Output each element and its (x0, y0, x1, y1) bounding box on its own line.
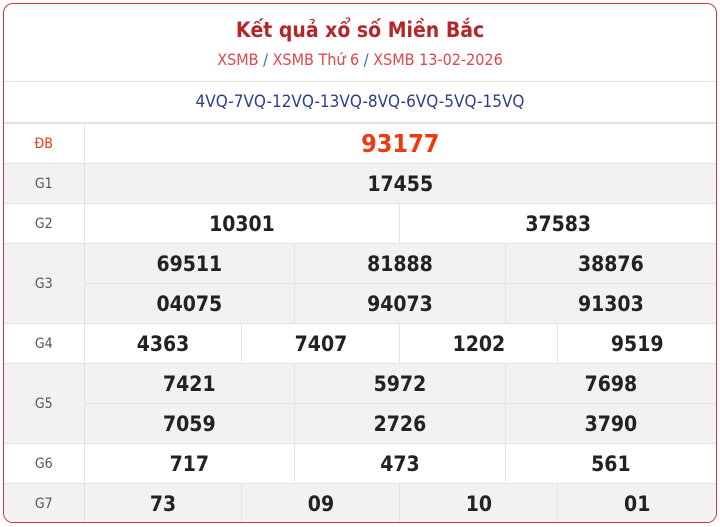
prize-row-g3: 04075 94073 91303 (4, 283, 716, 324)
prize-number: 81888 (294, 243, 506, 284)
breadcrumb-separator: / (263, 50, 268, 69)
prize-row-db: ĐB 93177 (4, 123, 716, 164)
prize-number: 93177 (83, 123, 716, 164)
prize-number: 73 (83, 483, 243, 522)
prize-number: 01 (557, 483, 716, 522)
breadcrumb-xsmb-thu6[interactable]: XSMB Thứ 6 (272, 50, 360, 69)
prize-number: 717 (83, 443, 296, 484)
prize-row-g4: G4 4363 7407 1202 9519 (4, 323, 716, 364)
prize-number: 91303 (504, 283, 716, 324)
prize-number: 04075 (84, 283, 296, 324)
prize-number: 9519 (557, 323, 716, 364)
prize-number: 4363 (83, 323, 243, 364)
breadcrumb-xsmb[interactable]: XSMB (217, 50, 259, 69)
prize-number: 38876 (504, 243, 716, 284)
prize-row-g6: G6 717 473 561 (4, 443, 716, 484)
prize-number: 10301 (83, 203, 401, 244)
page-title: Kết quả xổ số Miền Bắc (235, 18, 485, 42)
prize-label: G7 (4, 483, 85, 522)
prize-number: 69511 (83, 243, 296, 284)
prize-number: 37583 (399, 203, 716, 244)
prize-label: G1 (4, 163, 85, 204)
prize-number: 7698 (504, 363, 716, 404)
prize-number: 7407 (241, 323, 401, 364)
prize-number: 5972 (294, 363, 506, 404)
prize-label: G5 (4, 363, 85, 444)
prize-label: G2 (4, 203, 85, 244)
prize-row-g5: G5 7421 5972 7698 (4, 363, 716, 444)
breadcrumb: XSMB / XSMB Thứ 6 / XSMB 13-02-2026 (4, 50, 716, 70)
header: Kết quả xổ số Miền Bắc XSMB / XSMB Thứ 6… (4, 4, 716, 82)
breadcrumb-xsmb-date[interactable]: XSMB 13-02-2026 (373, 50, 503, 69)
prize-number: 7059 (84, 403, 296, 444)
prize-number: 17455 (83, 163, 716, 204)
prize-number: 2726 (294, 403, 506, 444)
prize-number: 7421 (83, 363, 296, 404)
prize-label: G3 (4, 243, 85, 324)
prize-number: 473 (294, 443, 506, 484)
prize-row-g1: G1 17455 (4, 163, 716, 204)
prize-number: 10 (399, 483, 559, 522)
prize-label: ĐB (4, 123, 85, 164)
prize-number: 09 (241, 483, 401, 522)
prize-label: G6 (4, 443, 85, 484)
prize-label: G4 (4, 323, 85, 364)
prize-number: 94073 (294, 283, 506, 324)
special-codes: 4VQ-7VQ-12VQ-13VQ-8VQ-6VQ-5VQ-15VQ (4, 82, 716, 123)
results-card: Kết quả xổ số Miền Bắc XSMB / XSMB Thứ 6… (3, 3, 717, 523)
prize-number: 3790 (504, 403, 716, 444)
prize-row-g2: G2 10301 37583 (4, 203, 716, 244)
results-table: ĐB 93177 G1 17455 G2 10301 37583 G3 69511 81888 38… (4, 123, 716, 522)
prize-number: 1202 (399, 323, 559, 364)
breadcrumb-separator: / (363, 50, 369, 69)
prize-number: 561 (504, 443, 716, 484)
prize-row-g5: 7059 2726 3790 (4, 403, 716, 444)
prize-row-g7: G7 73 09 10 01 (4, 483, 716, 522)
prize-row-g3: G3 69511 81888 38876 (4, 243, 716, 324)
